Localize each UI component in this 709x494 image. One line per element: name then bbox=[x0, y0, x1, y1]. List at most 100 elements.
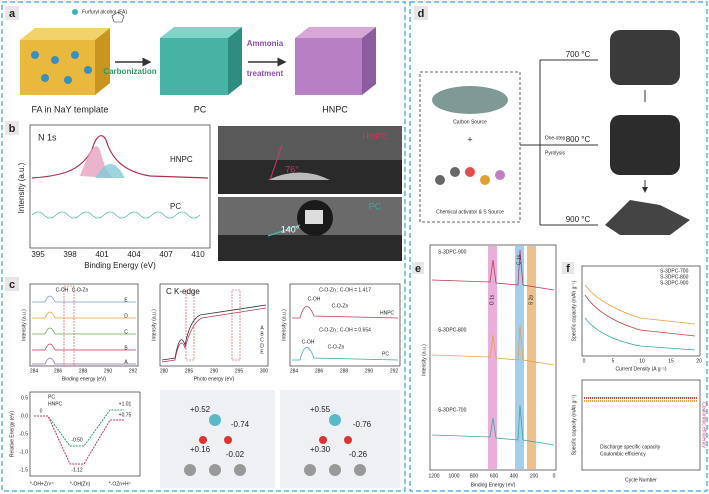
tick-label: 200 bbox=[530, 473, 539, 479]
label: C-O-Zn bbox=[328, 344, 345, 350]
label: Specific capacity (mAh g⁻¹) bbox=[571, 280, 577, 341]
label: C-O-Zn : C-OH = 1.417 bbox=[319, 287, 371, 293]
label: Specific capacity (mAh g⁻¹) bbox=[571, 394, 577, 455]
label: 76° bbox=[285, 164, 299, 174]
tick-label: 401 bbox=[95, 250, 109, 259]
label: PC bbox=[382, 351, 389, 357]
step-label: *-OH+Zn²⁺ bbox=[30, 481, 55, 487]
tick-label: 284 bbox=[30, 368, 39, 374]
label: -0.50 bbox=[71, 437, 83, 443]
label: Binding Energy (eV) bbox=[471, 482, 516, 488]
label: A bbox=[124, 359, 128, 365]
sample-label: S-3DPC-700 bbox=[438, 407, 467, 413]
label: B bbox=[124, 345, 128, 351]
label: C K-edge bbox=[166, 287, 200, 296]
label: Current Density (A g⁻¹) bbox=[616, 366, 667, 372]
tick-label: 407 bbox=[159, 250, 173, 259]
label: Intensity (a.u.) bbox=[281, 309, 287, 341]
label: PC bbox=[48, 394, 55, 400]
tick-label: 0 bbox=[583, 358, 586, 364]
tick-label: 398 bbox=[63, 250, 77, 259]
panel-a-graphics bbox=[20, 9, 376, 95]
tick-label: 410 bbox=[191, 250, 205, 259]
panel-label: b bbox=[9, 123, 16, 135]
label: HNPC bbox=[362, 131, 388, 141]
panel-label: e bbox=[415, 263, 421, 275]
tick-label: 0.5 bbox=[21, 395, 28, 401]
label: C-OH bbox=[308, 296, 321, 302]
step-label: *-OZn+H⁺ bbox=[109, 481, 132, 487]
label: E bbox=[124, 297, 128, 303]
stage-label: HNPC bbox=[322, 104, 348, 114]
label: Cycle Number bbox=[625, 477, 657, 483]
panel-c-graphics bbox=[29, 283, 401, 488]
tick-label: 290 bbox=[210, 368, 219, 374]
label: B bbox=[260, 331, 264, 337]
panel-label: d bbox=[418, 8, 425, 20]
charge-label: -0.76 bbox=[353, 420, 372, 429]
tick-label: 286 bbox=[315, 368, 324, 374]
label: +0.75 bbox=[119, 412, 132, 418]
legend-label: S-3DPC-700 bbox=[660, 268, 689, 274]
label: 140° bbox=[281, 224, 300, 234]
label: HNPC bbox=[170, 155, 193, 164]
label: PC bbox=[170, 202, 181, 211]
tick-label: 404 bbox=[127, 250, 141, 259]
charge-label: +0.30 bbox=[310, 445, 331, 454]
label: C bbox=[124, 329, 128, 335]
label: HNPC bbox=[48, 401, 63, 407]
label-backgrounds bbox=[5, 6, 574, 291]
label: Intensity (a.u.) bbox=[17, 162, 26, 213]
tick-label: 290 bbox=[365, 368, 374, 374]
label: N 1s bbox=[38, 132, 57, 142]
label: E bbox=[260, 349, 264, 355]
label: treatment bbox=[247, 69, 284, 78]
label: Intensity (a.u.) bbox=[151, 309, 157, 341]
label: -1.12 bbox=[71, 467, 83, 473]
tick-label: 295 bbox=[235, 368, 244, 374]
label: C bbox=[260, 337, 264, 343]
panel-label: c bbox=[9, 279, 15, 291]
tick-label: 400 bbox=[510, 473, 519, 479]
label: D bbox=[124, 313, 128, 319]
charge-label: -0.02 bbox=[226, 450, 245, 459]
panel-label: a bbox=[9, 8, 16, 20]
label: O 1s bbox=[489, 294, 495, 305]
stage-label: PC bbox=[194, 104, 207, 114]
temperature-label: 900 °C bbox=[566, 215, 591, 224]
panel-e-graphics bbox=[429, 244, 557, 471]
label: S 2p bbox=[528, 295, 534, 306]
label: Binding Energy (eV) bbox=[84, 261, 156, 270]
step-label: *-OH(Zn) bbox=[70, 481, 91, 487]
label: Furfuryl alcohol (FA) bbox=[82, 9, 127, 15]
panel-d-graphics bbox=[419, 30, 690, 235]
panel-label: f bbox=[566, 263, 570, 275]
label: Chemical activator & S Source bbox=[436, 209, 504, 215]
sample-label: S-3DPC-900 bbox=[438, 249, 467, 255]
tick-label: 20 bbox=[696, 358, 702, 364]
panel-b-graphics bbox=[29, 124, 402, 261]
label: C-O-Zn bbox=[72, 287, 89, 293]
tick-label: 1000 bbox=[448, 473, 459, 479]
tick-label: 292 bbox=[390, 368, 399, 374]
tick-label: 280 bbox=[160, 368, 169, 374]
tick-label: -0.5 bbox=[19, 431, 28, 437]
tick-label: 285 bbox=[185, 368, 194, 374]
label: HNPC bbox=[380, 310, 395, 316]
label: One-step bbox=[545, 135, 566, 141]
tick-label: 0 bbox=[553, 473, 556, 479]
label: Coulombic efficiency bbox=[701, 402, 707, 448]
temperature-label: 800 °C bbox=[566, 135, 591, 144]
charge-label: +0.52 bbox=[190, 405, 211, 414]
tick-label: 600 bbox=[490, 473, 499, 479]
label: C-OH bbox=[302, 339, 315, 345]
label: C 1s bbox=[516, 254, 522, 265]
label: Ammonia bbox=[247, 39, 284, 48]
label: C-O-Zn : C-OH = 0.654 bbox=[319, 327, 371, 333]
tick-label: 290 bbox=[104, 368, 113, 374]
sample-label: S-3DPC-800 bbox=[438, 327, 467, 333]
label: Photo energy (eV) bbox=[194, 376, 235, 382]
tick-label: 0.0 bbox=[21, 413, 28, 419]
tick-label: -1.5 bbox=[19, 467, 28, 473]
label: Carbonization bbox=[103, 67, 156, 76]
